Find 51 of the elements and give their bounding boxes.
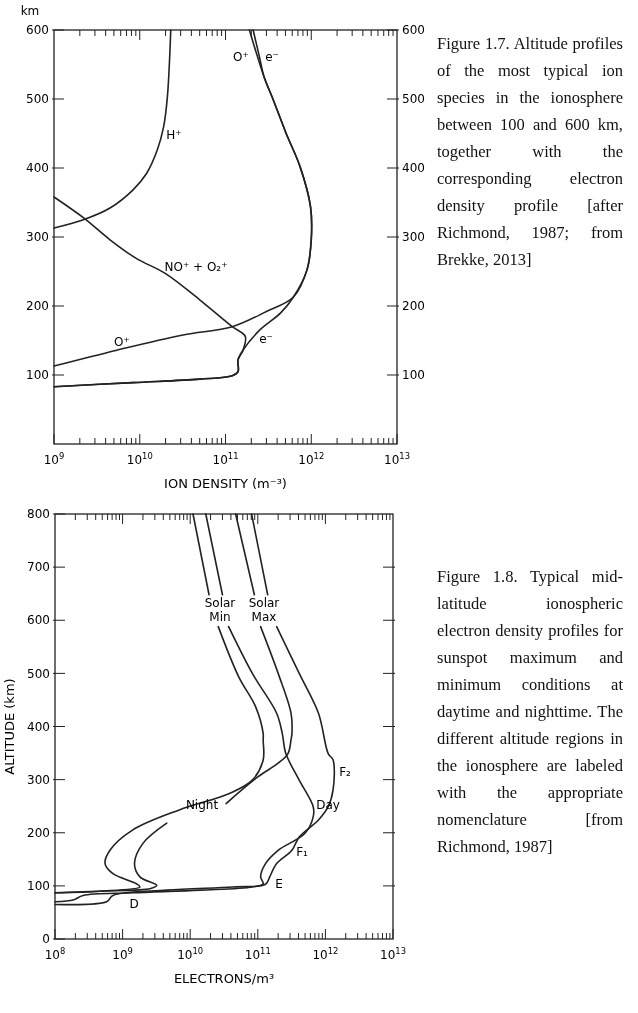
x-axis-title: ELECTRONS/m³ xyxy=(173,971,275,986)
text: Figure 1.8. Typical mid-latitude ionospheric electron density profiles for sunspot maximum and minimum conditions at daytime and nighttime. The different altitude regions in the ionosphere are labeled with the appropriate nomenclature [from Richmond, 1987] xyxy=(437,567,623,856)
annotation: e⁻ xyxy=(265,50,279,65)
y-tick-label: 300 xyxy=(27,772,50,787)
x-tick-label: 10$^{10}$ xyxy=(126,451,153,467)
y-tick-label: 300 xyxy=(26,230,49,245)
y-tick-label: 100 xyxy=(27,879,50,894)
x-axis-title: ION DENSITY (m⁻³) xyxy=(164,476,287,491)
y-axis-title: ALTITUDE (km) xyxy=(2,678,17,775)
x-tick-label: 10$^{11}$ xyxy=(212,451,239,467)
y2-tick-label: 400 xyxy=(402,161,425,176)
annotation: E xyxy=(275,877,283,892)
annotation: Night xyxy=(185,798,219,813)
x-tick-label: 10$^{9}$ xyxy=(112,946,133,962)
y2-tick-label: 300 xyxy=(402,230,425,245)
x-tick-label: 10$^{13}$ xyxy=(380,946,406,962)
annotation: F₂ xyxy=(339,765,352,780)
x-tick-label: 10$^{11}$ xyxy=(244,946,271,962)
annotation: H⁺ xyxy=(166,128,182,143)
x-tick-label: 10$^{12}$ xyxy=(312,946,339,962)
y-tick-label: 500 xyxy=(26,92,49,107)
y2-tick-label: 100 xyxy=(402,368,425,383)
y-axis-title: km xyxy=(20,4,40,18)
annotation: O⁺ xyxy=(233,50,249,65)
y-tick-label: 200 xyxy=(27,825,50,840)
text: Figure 1.7. Altitude profiles of the most typical ion species in the ionosphere between 100 and 600 km, together with the corresponding electron density profile [after Richmond, 1987; from Brekke, 2013] xyxy=(437,34,623,269)
y-tick-label: 100 xyxy=(26,368,49,383)
y2-tick-label: 600 xyxy=(402,23,425,38)
y-tick-label: 500 xyxy=(27,666,50,681)
y-tick-label: 800 xyxy=(27,507,50,522)
y-tick-label: 700 xyxy=(27,560,50,575)
annotation: F₁ xyxy=(296,845,309,860)
annotation: NO⁺ + O₂⁺ xyxy=(164,260,228,275)
annotation: e⁻ xyxy=(259,332,273,347)
y-tick-label: 600 xyxy=(26,23,49,38)
annotation: D xyxy=(129,897,139,912)
x-tick-label: 10$^{13}$ xyxy=(384,451,410,467)
y2-tick-label: 200 xyxy=(402,299,425,314)
y-tick-label: 200 xyxy=(26,299,49,314)
y-tick-label: 400 xyxy=(27,719,50,734)
y-tick-label: 0 xyxy=(42,932,50,947)
x-tick-label: 10$^{10}$ xyxy=(177,946,204,962)
annotation: Solar Min xyxy=(204,596,236,625)
annotation: O⁺ xyxy=(114,335,130,350)
y-tick-label: 600 xyxy=(27,613,50,628)
y2-tick-label: 500 xyxy=(402,92,425,107)
x-tick-label: 10$^{9}$ xyxy=(43,451,65,467)
x-tick-label: 10$^{8}$ xyxy=(44,946,66,962)
x-tick-label: 10$^{12}$ xyxy=(298,451,325,467)
annotation: Solar Max xyxy=(248,596,280,625)
y-tick-label: 400 xyxy=(26,161,49,176)
